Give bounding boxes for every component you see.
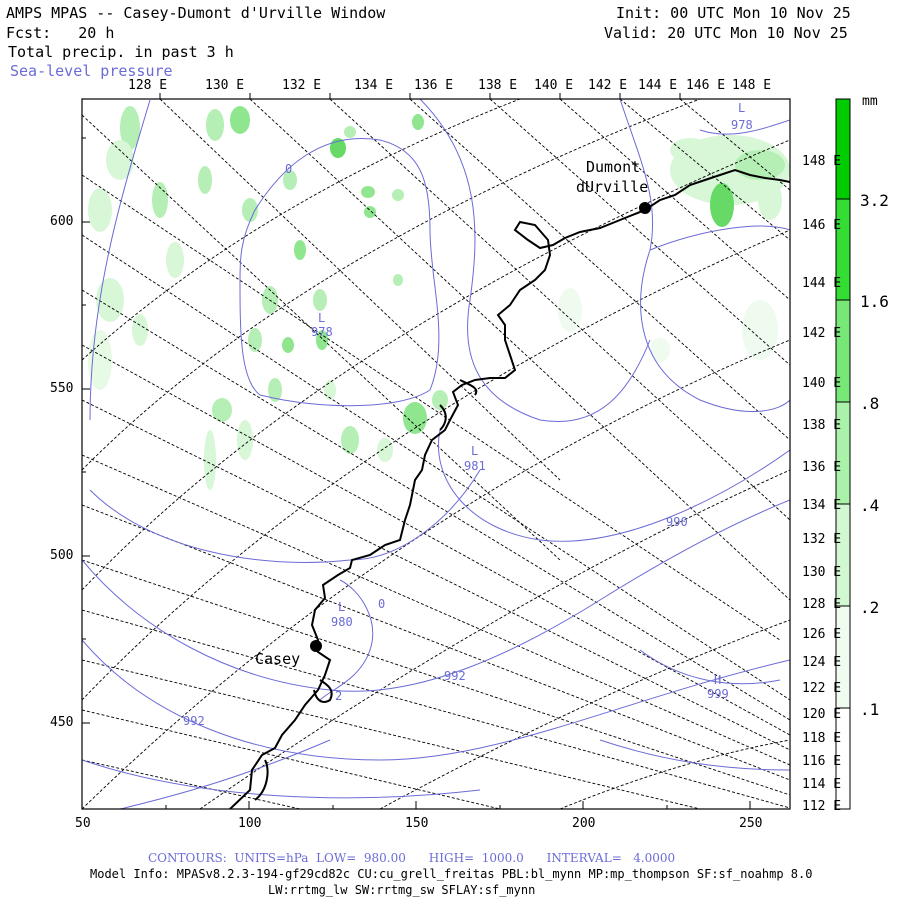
- y-axis-label: 500: [50, 548, 74, 563]
- colorbar-swatch: [836, 402, 850, 504]
- pressure-label-kind: L: [318, 311, 325, 325]
- top-lon-label: 128 E: [128, 78, 168, 93]
- right-lon-label: 142 E: [802, 326, 842, 341]
- colorbar-unit: mm: [862, 94, 878, 109]
- colorbar-label: .4: [860, 496, 880, 515]
- station-dot-casey: [310, 640, 322, 652]
- init-time: Init: 00 UTC Mon 10 Nov 25: [616, 4, 851, 22]
- right-lon-label: 116 E: [802, 754, 842, 769]
- top-lon-label: 142 E: [588, 78, 628, 93]
- x-axis-label: 250: [739, 816, 763, 831]
- forecast-hour: Fcst: 20 h: [6, 24, 115, 42]
- station-dot-dumont: [639, 202, 651, 214]
- top-lon-label: 136 E: [414, 78, 454, 93]
- x-axis-label: 200: [572, 816, 596, 831]
- right-lon-label: 120 E: [802, 707, 842, 722]
- pressure-label-value: 992: [183, 714, 205, 728]
- right-lon-label: 118 E: [802, 731, 842, 746]
- x-axis-label: 150: [405, 816, 429, 831]
- top-lon-label: 144 E: [638, 78, 678, 93]
- colorbar-swatch: [836, 300, 850, 402]
- pressure-label-value: 2: [335, 689, 342, 703]
- colorbar-swatch: [836, 199, 850, 300]
- y-axis-ticks: [82, 137, 90, 724]
- right-lon-label: 126 E: [802, 627, 842, 642]
- x-axis-label: 50: [75, 816, 91, 831]
- y-axis-label: 450: [50, 715, 74, 730]
- top-lon-ticks: [159, 93, 681, 99]
- pressure-label-value: 981: [464, 459, 486, 473]
- right-lon-label: 140 E: [802, 376, 842, 391]
- right-lon-label: 132 E: [802, 532, 842, 547]
- valid-time: Valid: 20 UTC Mon 10 Nov 25: [604, 24, 848, 42]
- right-lon-label: 130 E: [802, 565, 842, 580]
- colorbar-label: 3.2: [860, 191, 889, 210]
- pressure-label-kind: L: [738, 101, 745, 115]
- right-lon-label: 136 E: [802, 460, 842, 475]
- top-lon-label: 130 E: [205, 78, 245, 93]
- right-lon-label: 144 E: [802, 276, 842, 291]
- y-axis-label: 600: [50, 214, 74, 229]
- top-lon-label: 146 E: [686, 78, 726, 93]
- colorbar-swatch: [836, 708, 850, 809]
- pressure-label-value: 992: [444, 669, 466, 683]
- right-lon-label: 124 E: [802, 655, 842, 670]
- top-lon-label: 140 E: [534, 78, 574, 93]
- colorbar-label: 1.6: [860, 292, 889, 311]
- precip-shading: [88, 106, 790, 490]
- model-info: Model Info: MPASv8.2.3-194-gf29cd82c CU:…: [90, 867, 813, 881]
- right-lon-label: 134 E: [802, 498, 842, 513]
- model-info-physics: LW:rrtmg_lw SW:rrtmg_sw SFLAY:sf_mynn: [268, 883, 536, 897]
- map-title: AMPS MPAS -- Casey-Dumont d'Urville Wind…: [6, 4, 386, 22]
- colorbar-label: .2: [860, 598, 880, 617]
- overlay-name: Sea-level pressure: [10, 62, 173, 80]
- pressure-labels: L 978 L 978 L 981 L 980 H 999 0 0 2 990 …: [183, 101, 753, 728]
- right-lon-label: 114 E: [802, 777, 842, 792]
- station-label-casey: Casey: [255, 650, 300, 668]
- pressure-label-value: 990: [666, 515, 688, 529]
- y-axis-label: 550: [50, 381, 74, 396]
- colorbar-label: .1: [860, 700, 880, 719]
- pressure-label-value: 978: [731, 118, 753, 132]
- top-lon-label: 132 E: [282, 78, 322, 93]
- colorbar: [835, 98, 851, 810]
- right-lon-label: 112 E: [802, 799, 842, 814]
- pressure-label-value: 999: [707, 687, 729, 701]
- right-lon-label: 122 E: [802, 681, 842, 696]
- right-lon-label: 128 E: [802, 597, 842, 612]
- contour-info: CONTOURS: UNITS=hPa LOW= 980.00 HIGH= 10…: [148, 851, 676, 865]
- colorbar-swatch: [836, 606, 850, 708]
- pressure-contours: [82, 99, 790, 809]
- colorbar-label: .8: [860, 394, 880, 413]
- pressure-label-kind: L: [338, 600, 345, 614]
- top-lon-label: 134 E: [354, 78, 394, 93]
- pressure-label-value: 980: [331, 615, 353, 629]
- colorbar-swatch: [836, 99, 850, 199]
- x-axis-ticks: [81, 801, 751, 809]
- colorbar-swatch: [836, 504, 850, 606]
- right-lon-label: 146 E: [802, 218, 842, 233]
- pressure-label-value: 0: [378, 597, 385, 611]
- right-lon-label: 138 E: [802, 418, 842, 433]
- pressure-label-kind: L: [471, 444, 478, 458]
- x-axis-label: 100: [238, 816, 262, 831]
- right-lon-label: 148 E: [802, 154, 842, 169]
- station-markers: Dumont dUrville Casey: [255, 158, 651, 668]
- pressure-label-value: 978: [311, 325, 333, 339]
- top-lon-label: 148 E: [732, 78, 772, 93]
- plot-frame: [81, 98, 791, 810]
- map-plot-area: L 978 L 978 L 981 L 980 H 999 0 0 2 990 …: [82, 99, 790, 809]
- top-lon-label: 138 E: [478, 78, 518, 93]
- pressure-label-value: 0: [285, 162, 292, 176]
- field-name: Total precip. in past 3 h: [8, 43, 234, 61]
- station-label-dumont-line1: Dumont: [586, 158, 640, 176]
- station-label-dumont-line2: dUrville: [576, 178, 648, 196]
- pressure-label-kind: H: [714, 673, 721, 687]
